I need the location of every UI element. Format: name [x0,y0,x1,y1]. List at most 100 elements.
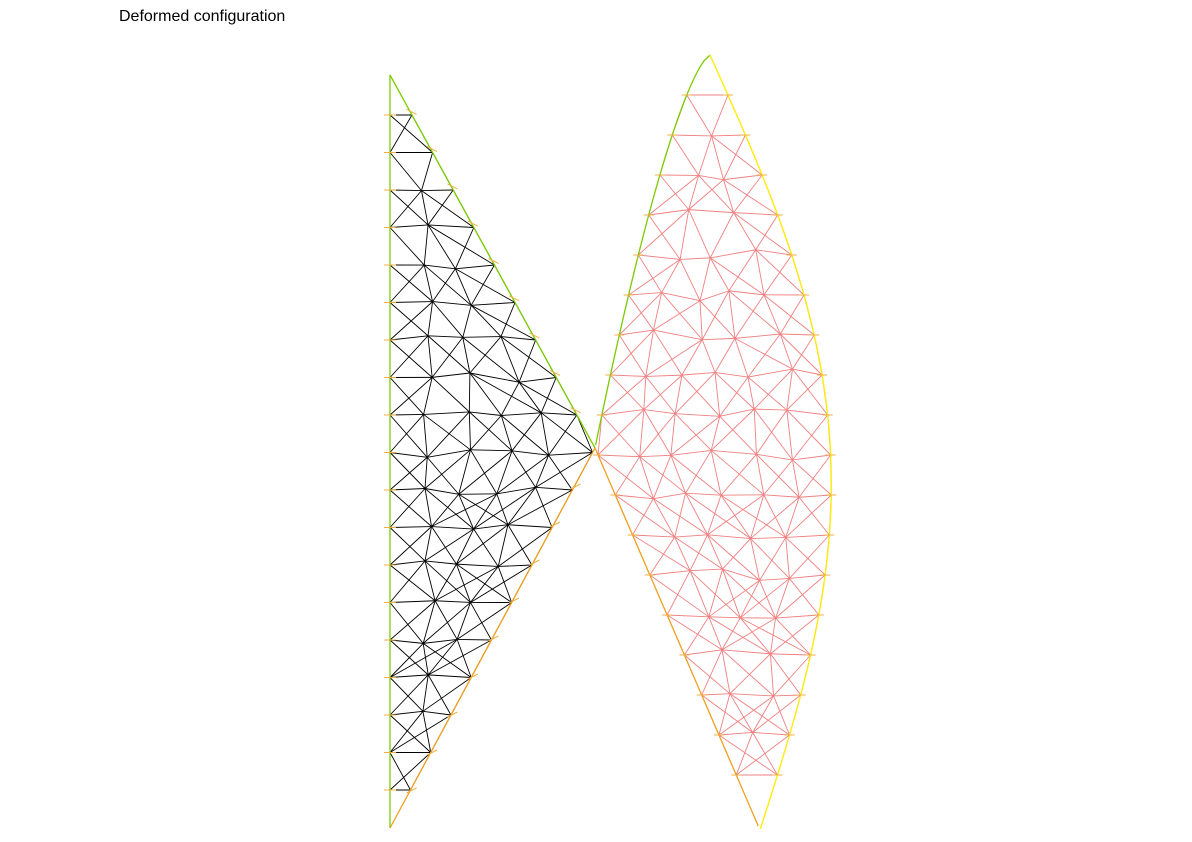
mesh-edge [535,487,553,528]
mesh-edge [661,292,703,340]
mesh-edge [779,294,805,335]
mesh-edge [714,338,736,373]
mesh-edge [458,493,509,526]
mesh-edge [711,449,757,455]
mesh-edge [785,494,832,538]
mesh-edge [755,249,792,256]
mesh-edge [653,292,663,331]
mesh-edge [674,536,691,571]
mesh-edge [422,602,471,644]
mesh-edge [507,487,536,526]
mesh-edge [628,259,681,296]
mesh-edge [469,336,502,374]
mesh-edge [424,526,432,561]
mesh-edge [535,486,573,491]
boundary-tick [529,332,540,339]
mesh-edge [710,416,721,451]
mesh-edge [389,600,436,603]
mesh-edge [666,614,723,651]
mesh-edge [389,560,426,566]
mesh-edge [722,568,760,581]
mesh-edge [775,578,790,619]
mesh-edge [661,292,701,302]
mesh-edge [750,538,790,579]
mesh-edge [756,454,800,498]
mesh-edge [500,381,520,416]
mesh-edge [427,639,458,676]
mesh-edge [661,259,681,293]
mesh-edge [719,408,755,417]
mesh-edge [615,494,654,500]
mesh-edge [728,290,765,296]
deformed-lower-boundary [594,447,759,827]
mesh-edge [500,336,536,341]
mesh-edge [722,538,751,570]
mesh-edge [729,653,771,694]
mesh-edge [734,294,765,339]
mesh-edge [643,374,683,410]
mesh-edge [702,337,735,341]
mesh-edge [638,254,681,260]
mesh-edge [750,538,761,581]
mesh-edge [671,134,700,176]
mesh-edge [389,600,436,641]
mesh-edge [426,457,460,495]
mesh-edge [639,456,654,499]
mesh-edge [733,212,778,216]
mesh-edge [708,616,723,650]
mesh-edge [792,334,815,370]
mesh-edge [750,536,786,539]
boundary-tick [508,295,520,302]
mesh-edge [535,452,593,488]
mesh-edge [686,94,712,137]
boundary-tick [570,407,581,414]
mesh-edge [701,339,716,373]
mesh-edge [755,214,779,250]
mesh-edge [747,333,781,378]
mesh-edge [792,459,800,498]
mesh-edge [685,450,712,494]
mesh-edge [424,560,457,565]
mesh-edge [698,175,734,213]
mesh-edge [648,214,681,260]
mesh-edge [389,301,433,341]
mesh-edge [699,300,736,339]
mesh-edge [468,411,471,450]
mesh-edge [601,376,647,416]
mesh-edge [689,534,708,571]
mesh-edge [659,174,690,210]
mesh-edge [421,190,429,226]
mesh-edge [755,249,765,295]
mesh-edge [389,639,458,678]
mesh-edge [500,415,513,451]
boundary-tick [426,146,438,153]
mesh-edge [786,410,793,461]
mesh-edge [428,224,474,228]
mesh-edge [707,495,722,535]
mesh-edge [720,494,751,539]
mesh-edge [728,290,736,339]
mesh-edge [389,714,452,753]
mesh-edge [789,534,830,579]
reference-triangle-mesh [389,114,593,791]
mesh-edge [423,377,433,415]
mesh-edge [540,412,593,453]
mesh-edge [722,568,776,619]
mesh-edge [785,534,830,538]
mesh-edge [643,409,676,415]
mesh-edge [643,376,647,410]
mesh-edge [709,257,765,296]
mesh-edge [389,335,429,341]
mesh-edge [632,534,675,538]
mesh-edge [548,414,578,456]
mesh-edge [431,377,470,413]
mesh-edge [389,414,424,453]
mesh-edge [638,209,690,256]
mesh-edge [423,414,471,451]
mesh-edge [427,224,495,266]
mesh-edge [462,337,471,374]
mesh-edge [473,528,499,567]
mesh-edge [763,494,787,538]
reference-upper-boundary [389,74,596,449]
mesh-edge [456,528,475,565]
